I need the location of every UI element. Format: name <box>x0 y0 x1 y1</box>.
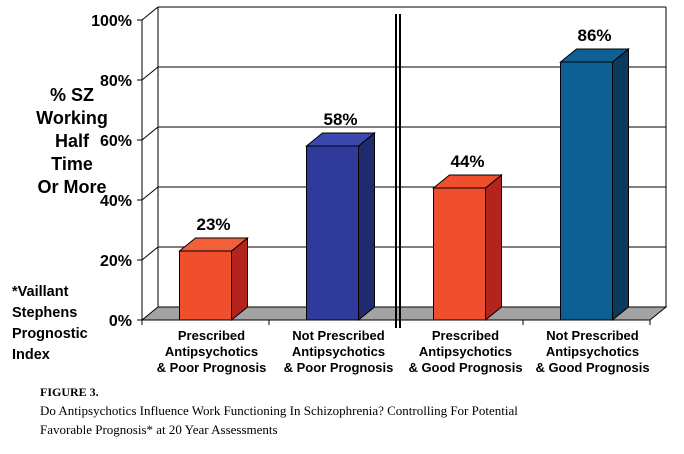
bar-side <box>358 131 375 322</box>
bar-top <box>305 132 376 147</box>
data-label: 58% <box>323 110 357 129</box>
bar <box>432 173 503 322</box>
prognostic-index-note: *Vaillant Stephens Prognostic Index <box>12 282 122 366</box>
gridline-side <box>141 186 159 201</box>
category-label: Prescribed <box>432 328 499 343</box>
y-axis-label-line: Half <box>54 131 89 151</box>
chart-axes <box>137 7 667 328</box>
category-label: Antipsychotics <box>165 344 258 359</box>
note-line: *Vaillant <box>12 284 69 300</box>
category-label: Antipsychotics <box>546 344 639 359</box>
y-tick-label: 40% <box>100 193 132 210</box>
gridline-side <box>141 246 159 261</box>
caption-line: Favorable Prognosis* at 20 Year Assessme… <box>40 422 278 437</box>
category-label: Not Prescribed <box>292 328 385 343</box>
y-tick-label: 100% <box>91 13 132 30</box>
category-label: & Poor Prognosis <box>284 360 394 375</box>
category-label: Not Prescribed <box>546 328 639 343</box>
note-line: Prognostic <box>12 326 88 342</box>
bar-front <box>560 61 613 321</box>
chart-bars <box>178 47 630 322</box>
y-tick-label: 60% <box>100 133 132 150</box>
data-label: 44% <box>450 152 484 171</box>
bar <box>559 47 630 322</box>
caption-line: Do Antipsychotics Influence Work Functio… <box>40 403 518 418</box>
note-line: Stephens <box>12 305 78 321</box>
y-tick-label: 0% <box>109 313 132 330</box>
y-tick-label: 20% <box>100 253 132 270</box>
y-tick-label: 80% <box>100 73 132 90</box>
bar <box>178 236 249 322</box>
data-label: 23% <box>196 215 230 234</box>
note-line: Index <box>12 347 50 363</box>
figure-caption: FIGURE 3. Do Antipsychotics Influence Wo… <box>40 384 660 439</box>
category-label: & Good Prognosis <box>408 360 522 375</box>
chart-labels: 0%20%40%60%80%100%23%PrescribedAntipsych… <box>91 13 649 375</box>
bar-front <box>179 250 232 321</box>
bar-top <box>178 237 249 252</box>
bar-front <box>433 187 486 321</box>
bar-top <box>559 48 630 63</box>
gridline-side <box>141 6 159 21</box>
category-label: & Good Prognosis <box>535 360 649 375</box>
gridline-side <box>141 126 159 141</box>
y-axis-label-line: % SZ <box>49 85 94 105</box>
gridline-side <box>141 66 159 81</box>
category-label: Antipsychotics <box>292 344 385 359</box>
category-label: & Poor Prognosis <box>157 360 267 375</box>
bar-side <box>231 236 248 322</box>
bar-front <box>306 145 359 321</box>
category-label: Antipsychotics <box>419 344 512 359</box>
figure-label: FIGURE 3. <box>40 385 99 399</box>
bar-side <box>485 173 502 322</box>
bar-chart: 0%20%40%60%80%100%23%PrescribedAntipsych… <box>91 6 668 375</box>
data-label: 86% <box>577 26 611 45</box>
bar <box>305 131 376 322</box>
y-axis-label-line: Working <box>36 108 108 128</box>
bar-side <box>612 47 629 322</box>
category-label: Prescribed <box>178 328 245 343</box>
y-axis-label-line: Or More <box>37 177 107 197</box>
y-axis-label-line: Time <box>51 154 93 174</box>
bar-top <box>432 174 503 189</box>
